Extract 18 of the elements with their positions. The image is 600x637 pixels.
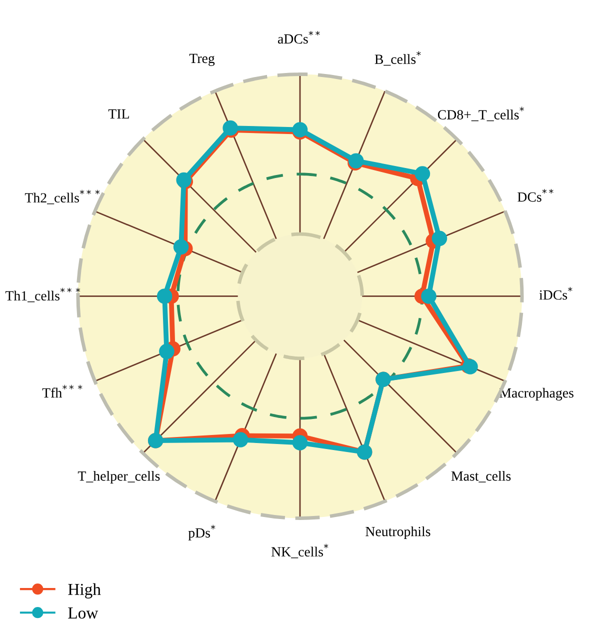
spoke-label: T_helper_cells [78,470,160,484]
spoke-label: DCs$^{**}$ [518,189,554,202]
spoke-label: CD8+_T_cells$^{*}$ [438,106,524,122]
spoke-label: Macrophages [500,388,574,400]
spoke-label: NK_cells$^{*}$ [271,544,328,558]
spoke-label: aDCs$^{**}$ [278,30,320,44]
spoke-label: Mast_cells [451,470,511,482]
spoke-label: Th2_cells$^{***}$ [24,190,100,204]
legend-label: Low [68,608,98,619]
spoke-label: B_cells$^{*}$ [374,51,421,66]
spoke-label: Th1_cells$^{***}$ [5,288,80,302]
spoke-label: pDs$^{*}$ [188,524,216,540]
spoke-label: Treg [189,54,215,66]
spoke-label: Neutrophils [366,526,430,540]
spoke-label: Tfh$^{***}$ [42,384,82,398]
spoke-label: iDCs$^{*}$ [539,286,572,300]
spoke-label: TIL [108,109,129,119]
legend-label: High [68,583,101,598]
